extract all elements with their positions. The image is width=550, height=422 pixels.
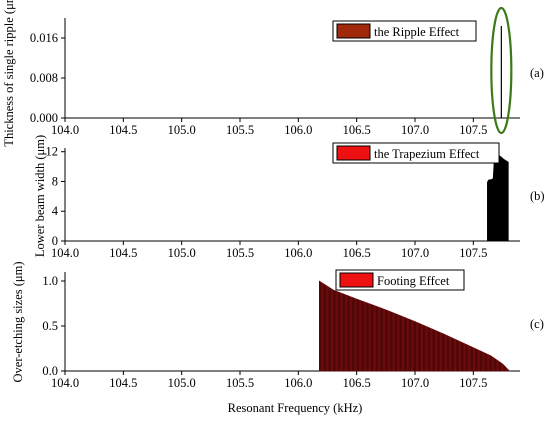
panel-a-yticks: 0.000 0.008 0.016 bbox=[30, 31, 65, 125]
panel-a-xtick-label: 107.0 bbox=[401, 123, 429, 137]
panel-a-ytick-label: 0.016 bbox=[30, 31, 58, 45]
panel-a-xtick-label: 106.5 bbox=[343, 123, 371, 137]
panel-a-legend-label: the Ripple Effect bbox=[374, 25, 460, 39]
panel-a-highlight-ellipse bbox=[490, 6, 513, 135]
panel-a-legend-swatch bbox=[336, 23, 371, 39]
panel-c-legend-swatch bbox=[339, 272, 374, 288]
panel-b-legend-label: the Trapezium Effect bbox=[374, 147, 480, 161]
panel-c-ytick-label: 0.0 bbox=[42, 364, 58, 378]
panel-a-legend: the Ripple Effect bbox=[332, 20, 477, 42]
panel-c-legend: Footing Effcet bbox=[335, 269, 465, 291]
panel-b-ytick-label: 12 bbox=[46, 145, 59, 159]
panel-b-xtick-label: 106.0 bbox=[284, 246, 312, 260]
panel-b-xtick-label: 104.5 bbox=[109, 246, 137, 260]
panel-b-label: (b) bbox=[530, 189, 545, 203]
panel-c-xtick-label: 107.5 bbox=[459, 376, 487, 390]
panel-b-ytick-label: 4 bbox=[52, 204, 59, 218]
panel-c: 104.0 104.5 105.0 105.5 106.0 106.5 107.0 107.5… bbox=[11, 262, 544, 416]
panel-b-xtick-label: 105.5 bbox=[226, 246, 254, 260]
panel-a-ylabel: Thickness of single ripple (μm) bbox=[2, 0, 16, 147]
panel-a-xtick-label: 104.5 bbox=[109, 123, 137, 137]
panel-b-ytick-label: 8 bbox=[52, 174, 58, 188]
panel-b-ylabel: Lower beam width (μm) bbox=[33, 135, 47, 257]
panel-b-xtick-label: 105.0 bbox=[168, 246, 196, 260]
panel-a-xtick-label: 104.0 bbox=[51, 123, 79, 137]
panel-a-plot bbox=[490, 6, 513, 135]
panel-b-ytick-label: 0 bbox=[52, 234, 58, 248]
panel-a-xtick-label: 107.5 bbox=[459, 123, 487, 137]
panel-c-xtick-label: 104.5 bbox=[109, 376, 137, 390]
panel-a-xtick-label: 105.0 bbox=[168, 123, 196, 137]
panel-b-xtick-label: 106.5 bbox=[343, 246, 371, 260]
panel-a-xtick-label: 106.0 bbox=[284, 123, 312, 137]
panel-b-yticks: 0 4 8 12 bbox=[46, 145, 65, 248]
panel-c-xtick-label: 106.0 bbox=[284, 376, 312, 390]
panel-b-xtick-label: 104.0 bbox=[51, 246, 79, 260]
panel-c-yticks: 0.0 0.5 1.0 bbox=[42, 274, 65, 378]
panel-c-xtick-label: 106.5 bbox=[343, 376, 371, 390]
panel-c-xtick-label: 105.5 bbox=[226, 376, 254, 390]
panel-b-legend: the Trapezium Effect bbox=[332, 142, 500, 164]
panel-c-legend-label: Footing Effcet bbox=[377, 274, 450, 288]
panel-b-legend-swatch bbox=[336, 145, 371, 161]
panel-c-xticks: 104.0 104.5 105.0 105.5 106.0 106.5 107.0 107.5 bbox=[51, 371, 487, 390]
panel-b-xtick-label: 107.0 bbox=[401, 246, 429, 260]
panel-a-label: (a) bbox=[530, 66, 544, 80]
panel-b-xtick-label: 107.5 bbox=[459, 246, 487, 260]
panel-b-area bbox=[487, 154, 509, 242]
panel-a-xtick-label: 105.5 bbox=[226, 123, 254, 137]
panel-a-ytick-label: 0.008 bbox=[30, 71, 58, 85]
panel-c-xlabel: Resonant Frequency (kHz) bbox=[228, 401, 363, 415]
panel-c-ytick-label: 0.5 bbox=[42, 319, 58, 333]
panel-b: 104.0 104.5 105.0 105.5 106.0 106.5 107.0 107.5… bbox=[33, 135, 545, 260]
panel-c-ylabel: Over-etching sizes (μm) bbox=[11, 262, 25, 383]
panel-c-plot bbox=[319, 280, 511, 372]
panel-c-xtick-label: 105.0 bbox=[168, 376, 196, 390]
panel-a: 104.0 104.5 105.0 105.5 106.0 106.5 107.0 107.5… bbox=[2, 0, 544, 147]
panel-c-ytick-label: 1.0 bbox=[42, 274, 58, 288]
panel-b-xticks: 104.0 104.5 105.0 105.5 106.0 106.5 107.0 107.5 bbox=[51, 241, 487, 260]
panel-b-legend-frame bbox=[332, 142, 500, 164]
panel-c-xtick-label: 107.0 bbox=[401, 376, 429, 390]
panel-c-xtick-label: 104.0 bbox=[51, 376, 79, 390]
panel-c-label: (c) bbox=[530, 317, 544, 331]
panel-a-ytick-label: 0.000 bbox=[30, 111, 58, 125]
panel-b-plot bbox=[487, 154, 509, 242]
panel-a-xticks: 104.0 104.5 105.0 105.5 106.0 106.5 107.0 107.5 bbox=[51, 118, 487, 137]
panel-c-hatch bbox=[319, 281, 509, 371]
